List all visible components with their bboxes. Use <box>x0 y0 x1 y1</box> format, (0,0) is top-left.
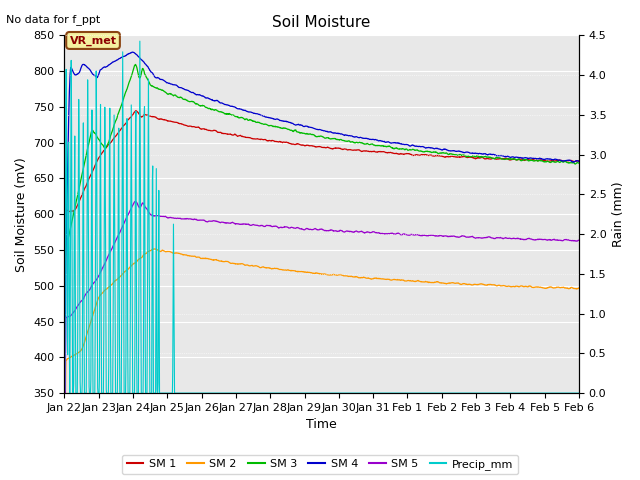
Text: VR_met: VR_met <box>70 36 116 46</box>
Title: Soil Moisture: Soil Moisture <box>273 15 371 30</box>
Y-axis label: Rain (mm): Rain (mm) <box>612 181 625 247</box>
X-axis label: Time: Time <box>307 419 337 432</box>
Y-axis label: Soil Moisture (mV): Soil Moisture (mV) <box>15 157 28 272</box>
Text: No data for f_ppt: No data for f_ppt <box>6 14 100 25</box>
Legend: SM 1, SM 2, SM 3, SM 4, SM 5, Precip_mm: SM 1, SM 2, SM 3, SM 4, SM 5, Precip_mm <box>122 455 518 474</box>
